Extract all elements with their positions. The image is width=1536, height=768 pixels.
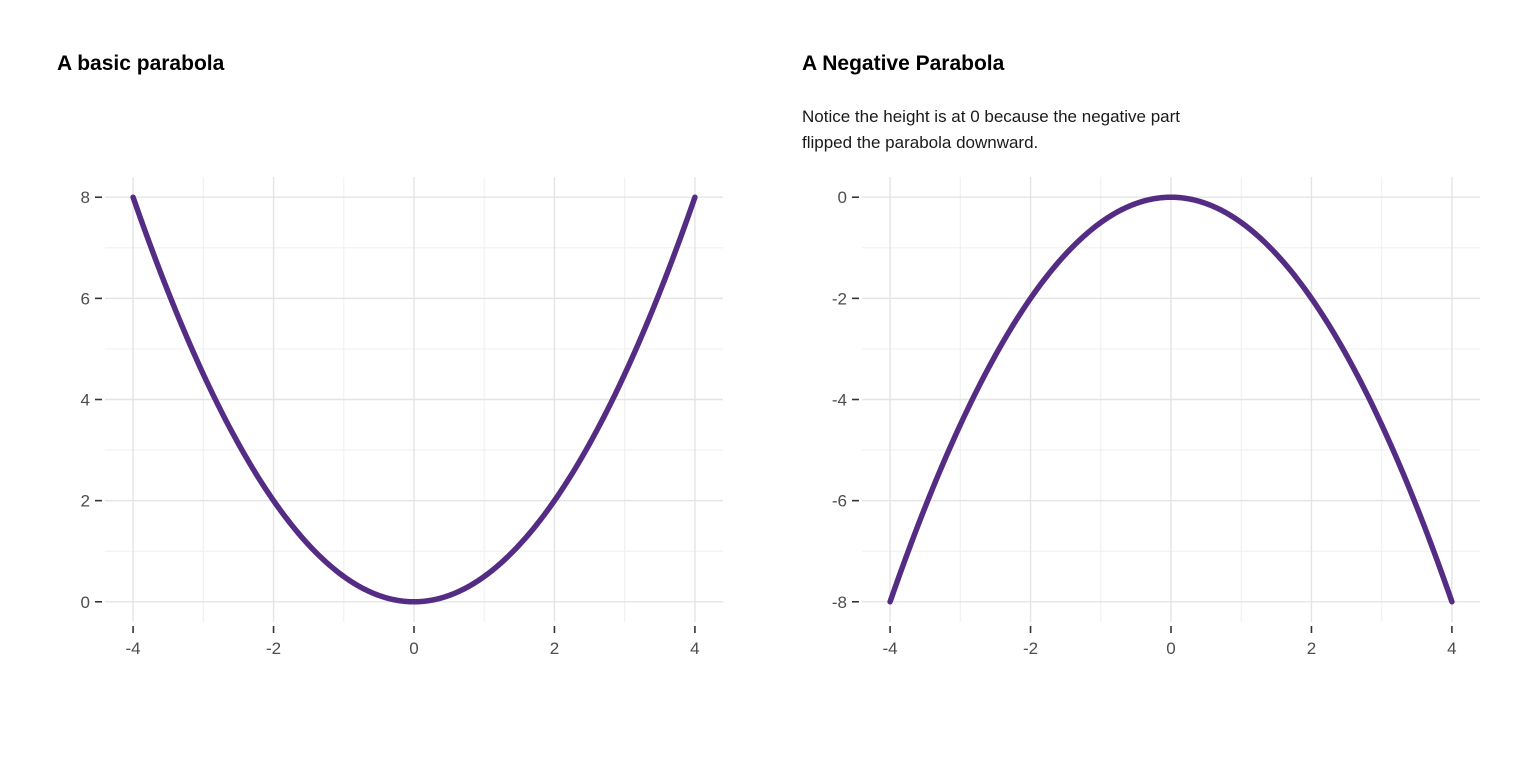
y-tick-label: -2	[832, 289, 847, 308]
y-tick-label: 2	[81, 492, 90, 511]
x-tick-label: -4	[883, 639, 898, 658]
parabola-curve	[887, 194, 1455, 605]
subtitle-line-2: flipped the parabola downward.	[802, 133, 1039, 152]
x-tick-label: 0	[1166, 639, 1175, 658]
x-tick-label: 4	[690, 639, 699, 658]
x-tick-label: 2	[1307, 639, 1316, 658]
x-tick-label: 4	[1447, 639, 1456, 658]
y-tick-label: 0	[838, 188, 847, 207]
y-tick-label: -6	[832, 492, 847, 511]
axis-ticks: -4 -2 0 2 4 0 -2 -4 -6 -8	[832, 188, 1457, 658]
parabola-curve	[130, 194, 698, 605]
x-tick-label: 2	[550, 639, 559, 658]
y-tick-label: -4	[832, 391, 847, 410]
x-tick-label: -2	[1023, 639, 1038, 658]
y-tick-label: 4	[81, 391, 90, 410]
basic-parabola-plot: -4 -2 0 2 4 0 2 4 6 8	[81, 177, 723, 658]
x-tick-label: -2	[266, 639, 281, 658]
right-chart-title: A Negative Parabola	[802, 52, 1005, 75]
x-tick-label: 0	[409, 639, 418, 658]
y-tick-label: 0	[81, 593, 90, 612]
major-gridlines	[105, 177, 723, 622]
y-tick-label: 6	[81, 289, 90, 308]
axis-ticks: -4 -2 0 2 4 0 2 4 6 8	[81, 188, 700, 658]
left-chart-title: A basic parabola	[57, 52, 225, 75]
major-gridlines	[862, 177, 1480, 622]
y-tick-label: 8	[81, 188, 90, 207]
negative-parabola-plot: -4 -2 0 2 4 0 -2 -4 -6 -8	[832, 177, 1480, 658]
subtitle-line-1: Notice the height is at 0 because the ne…	[802, 107, 1181, 126]
x-tick-label: -4	[126, 639, 141, 658]
right-chart-subtitle: Notice the height is at 0 because the ne…	[802, 104, 1180, 156]
y-tick-label: -8	[832, 593, 847, 612]
